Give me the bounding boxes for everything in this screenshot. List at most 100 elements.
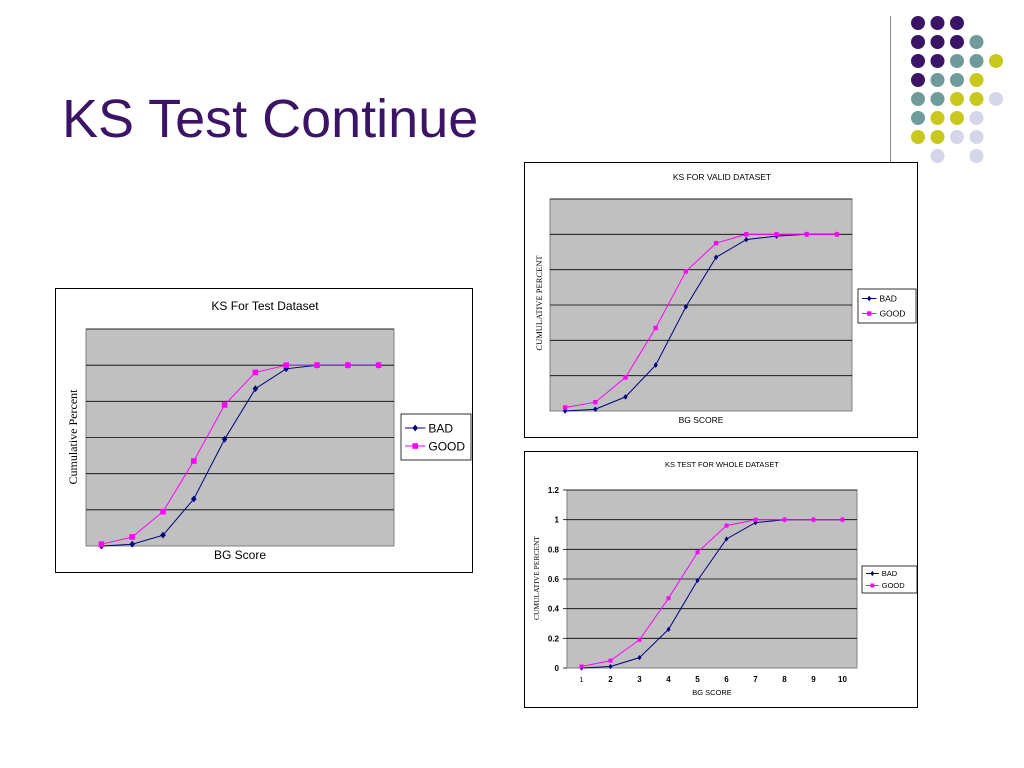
decorative-dot — [969, 92, 984, 106]
decorative-dot — [969, 73, 984, 87]
data-point-bad — [695, 577, 700, 584]
data-point-good — [695, 550, 700, 555]
y-tick-label: 0.4 — [548, 605, 560, 614]
data-point-good — [774, 232, 779, 237]
legend-box — [861, 565, 918, 594]
y-tick-label: 0.2 — [548, 634, 560, 643]
legend-marker — [870, 570, 875, 577]
decorative-dot — [950, 92, 964, 106]
data-point-good — [744, 232, 749, 237]
data-point-good — [724, 523, 729, 528]
data-point-good — [314, 362, 320, 368]
decorative-dot — [950, 73, 964, 87]
data-point-bad — [221, 435, 228, 443]
data-point-good — [713, 240, 719, 246]
decorative-dot — [911, 111, 925, 125]
legend-label-bad: BAD — [879, 294, 896, 304]
decorative-dot — [969, 149, 984, 163]
decorative-dot — [930, 35, 945, 49]
series-line-good — [101, 364, 379, 545]
chart-title: KS For Test Dataset — [211, 299, 319, 313]
data-point-good — [623, 375, 628, 380]
data-point-good — [593, 399, 598, 405]
x-tick-label: 2 — [608, 675, 613, 684]
data-point-bad — [160, 531, 166, 539]
legend-box — [857, 288, 917, 324]
data-point-bad — [608, 663, 613, 670]
data-point-bad — [623, 394, 628, 400]
legend-marker — [412, 443, 418, 449]
y-tick-label: 0.8 — [548, 545, 560, 554]
decorative-dot — [911, 54, 925, 68]
series-line-good — [581, 519, 843, 667]
chart-title: KS TEST FOR WHOLE DATASET — [665, 460, 779, 469]
data-point-good — [283, 362, 289, 368]
x-axis-label: BG Score — [214, 548, 266, 562]
x-tick-label: 5 — [695, 675, 700, 684]
data-point-good — [840, 517, 845, 522]
x-tick-label: 3 — [637, 675, 642, 684]
decorative-dot — [911, 16, 925, 30]
decorative-dot-grid — [911, 16, 1003, 163]
data-point-good — [375, 362, 382, 368]
decorative-dot — [911, 92, 925, 106]
decorative-dot — [930, 111, 945, 125]
decorative-dot — [969, 111, 984, 125]
legend-box — [400, 413, 472, 461]
slide-title: KS Test Continue — [62, 89, 479, 149]
chart-whole-dataset: KS TEST FOR WHOLE DATASET 0 0.2 0.4 0.6 0.8 1 1… — [524, 451, 918, 708]
legend-label-good: GOOD — [879, 309, 905, 319]
data-point-good — [191, 458, 197, 464]
y-tick-label: 1.2 — [548, 486, 560, 495]
decorative-dot — [969, 130, 984, 144]
x-tick-label: 4 — [666, 675, 671, 684]
x-tick-label: 9 — [811, 675, 816, 684]
legend-label-bad: BAD — [428, 421, 453, 435]
legend-label-good: GOOD — [428, 439, 465, 453]
x-tick-label: 8 — [782, 675, 787, 684]
x-tick-label: 7 — [753, 675, 758, 684]
data-point-good — [345, 362, 351, 368]
decorative-dot — [911, 130, 925, 144]
y-tick-label: 1 — [555, 516, 560, 525]
decorative-dot — [950, 16, 964, 30]
data-point-good — [804, 232, 809, 237]
y-tick-label: 0.6 — [548, 575, 560, 584]
decorative-dot — [969, 35, 984, 49]
decorative-dot — [950, 54, 964, 68]
data-point-good — [98, 541, 105, 547]
decorative-dot — [930, 92, 945, 106]
data-point-good — [637, 637, 642, 642]
decorative-dot — [911, 73, 925, 87]
decorative-dot — [950, 111, 964, 125]
data-point-bad — [724, 536, 729, 542]
data-point-bad — [252, 385, 259, 393]
decorative-dot — [950, 35, 964, 49]
data-point-good — [811, 517, 816, 522]
decorative-dot — [989, 54, 1003, 68]
data-point-good — [579, 664, 584, 669]
y-tick-label: 0 — [555, 664, 560, 673]
decorative-divider-line — [890, 16, 891, 164]
x-axis-label: BG SCORE — [692, 688, 732, 697]
chart-title: KS FOR VALID DATASET — [673, 172, 771, 182]
data-point-bad — [191, 495, 197, 503]
series-line-bad — [565, 233, 837, 412]
decorative-dot — [969, 54, 984, 68]
y-axis-label: Cumulative Percent — [66, 389, 80, 485]
data-point-good — [753, 517, 758, 522]
data-point-good — [160, 508, 166, 515]
data-point-good — [653, 325, 658, 331]
legend-label-good: GOOD — [882, 581, 906, 590]
decorative-dot — [930, 73, 945, 87]
data-point-bad — [753, 520, 758, 526]
x-tick-label: 6 — [724, 675, 729, 684]
chart-valid-dataset: KS FOR VALID DATASET BG SCORE CUMULATIVE P… — [524, 162, 918, 438]
decorative-dot — [930, 149, 945, 163]
decorative-dot — [950, 130, 964, 144]
data-point-good — [562, 405, 568, 410]
decorative-dot — [930, 130, 945, 144]
data-point-good — [129, 534, 135, 540]
chart-test-dataset: KS For Test Dataset BG Score Cumulative Pe… — [55, 288, 473, 573]
y-axis-label: CUMULATIVE PERCENT — [534, 255, 544, 351]
